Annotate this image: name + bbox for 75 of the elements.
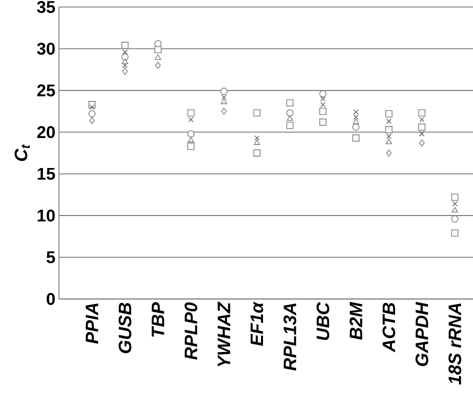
point <box>418 109 426 117</box>
point <box>451 194 458 201</box>
y-axis-title: C$_{t}$ <box>14 144 30 161</box>
point <box>121 42 129 49</box>
point <box>254 135 260 141</box>
point <box>353 114 359 120</box>
point <box>188 116 194 122</box>
point <box>386 118 392 124</box>
point <box>419 116 425 122</box>
point <box>286 99 294 107</box>
y-tick-label: 15 <box>38 168 56 180</box>
point <box>319 108 326 115</box>
point <box>254 139 260 145</box>
point <box>386 149 392 157</box>
point <box>352 124 360 131</box>
point <box>418 124 426 131</box>
point <box>122 49 128 55</box>
point <box>253 109 261 117</box>
point <box>452 201 458 207</box>
y-tick-label: 25 <box>37 84 56 96</box>
x-tick-label: RPL13A <box>284 303 296 371</box>
x-tick-label: RPLP0 <box>184 302 198 360</box>
y-tick-label: 0 <box>46 293 55 305</box>
point <box>121 53 129 61</box>
point <box>286 122 294 130</box>
point <box>221 94 227 100</box>
point <box>88 110 96 118</box>
point <box>386 134 392 139</box>
point <box>122 58 128 64</box>
x-tick-label: B2M <box>350 302 362 340</box>
x-tick-label: YWHAZ <box>218 302 230 366</box>
point <box>320 96 326 102</box>
point <box>188 136 194 142</box>
point <box>419 139 425 147</box>
point <box>386 138 392 144</box>
point <box>385 126 392 134</box>
y-tick-label: 20 <box>37 126 55 138</box>
y-tick-label: 35 <box>37 0 56 14</box>
point <box>154 54 162 60</box>
y-tick-label: 5 <box>46 251 56 264</box>
x-tick-label: GAPDH <box>416 302 428 366</box>
point <box>221 108 227 115</box>
point <box>187 130 195 138</box>
x-tick-label: ACTB <box>382 302 396 352</box>
point <box>286 115 294 121</box>
point <box>319 90 326 98</box>
point <box>419 131 425 136</box>
x-tick-label: GUSB <box>118 302 132 354</box>
point <box>155 62 161 69</box>
x-tick-label: UBC <box>316 302 330 340</box>
point <box>320 102 326 108</box>
point <box>122 68 128 75</box>
point <box>286 109 294 117</box>
x-tick-label: EF1α <box>250 302 264 346</box>
point <box>319 118 326 126</box>
x-tick-label: TBP <box>152 302 164 337</box>
point <box>187 142 195 150</box>
x-tick-label: 18S rRNA <box>448 304 462 385</box>
point <box>89 104 95 110</box>
point <box>353 109 359 115</box>
point <box>352 118 360 124</box>
point <box>220 88 228 95</box>
point <box>352 134 360 142</box>
point <box>253 149 261 157</box>
point <box>385 110 392 118</box>
point <box>89 116 95 124</box>
point <box>154 40 162 48</box>
point <box>451 230 458 237</box>
y-tick-label: 30 <box>37 42 55 55</box>
x-tick-label: PPIA <box>86 303 98 344</box>
point <box>452 206 458 213</box>
point <box>451 215 458 222</box>
point <box>187 109 195 117</box>
point <box>220 98 228 104</box>
y-tick-label: 10 <box>38 210 55 222</box>
